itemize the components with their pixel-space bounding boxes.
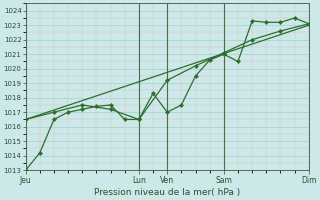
- X-axis label: Pression niveau de la mer( hPa ): Pression niveau de la mer( hPa ): [94, 188, 240, 197]
